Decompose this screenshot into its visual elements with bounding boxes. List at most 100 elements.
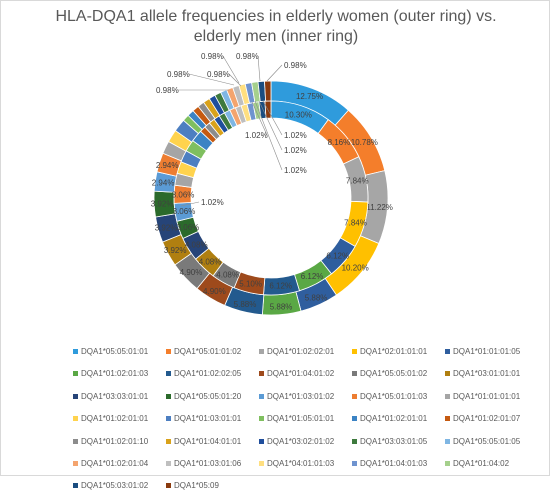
inner-data-label-6: 6.12%: [301, 272, 324, 281]
legend-swatch: [259, 438, 264, 444]
legend-item: DQA1*01:02:02:01: [259, 344, 352, 360]
legend-swatch: [445, 349, 450, 354]
legend-item: DQA1*01:03:01:01: [166, 411, 259, 427]
outer-data-label-7: 5.88%: [234, 300, 257, 309]
legend-item: DQA1*01:01:01:05: [445, 344, 538, 360]
small-slice-label-11: 1.02%: [201, 198, 224, 207]
legend-item: DQA1*01:01:01:01: [445, 389, 538, 405]
legend-swatch: [73, 371, 78, 377]
legend-label: DQA1*05:05:01:02: [360, 369, 428, 379]
legend-label: DQA1*05:01:01:02: [174, 347, 242, 356]
legend-label: DQA1*01:03:01:02: [267, 391, 335, 401]
inner-data-label-12: 3.06%: [177, 223, 200, 232]
outer-data-label-13: 2.94%: [152, 179, 175, 188]
legend-swatch: [166, 483, 171, 489]
leader-line-1: [222, 55, 240, 84]
legend-swatch: [73, 393, 78, 399]
legend-item: DQA1*05:03:01:02: [73, 478, 166, 494]
legend-swatch: [445, 461, 450, 467]
legend-label: DQA1*01:01:01:01: [453, 391, 521, 401]
legend-label: DQA1*03:03:01:05: [360, 436, 428, 446]
outer-data-label-12: 3.92%: [151, 200, 174, 209]
legend-label: DQA1*05:03:01:02: [81, 481, 149, 491]
legend-swatch: [166, 371, 171, 377]
legend-label: DQA1*01:02:01:01: [81, 414, 149, 424]
legend-swatch: [166, 393, 171, 399]
legend-item: DQA1*01:02:01:01: [73, 411, 166, 427]
legend-label: DQA1*03:03:01:01: [81, 391, 149, 401]
small-slice-label-5: 0.98%: [284, 61, 307, 70]
legend-swatch: [352, 393, 357, 399]
legend-swatch: [166, 349, 171, 354]
legend-label: DQA1*01:02:02:01: [267, 347, 335, 356]
leader-line-5: [266, 64, 283, 82]
legend-swatch: [259, 371, 264, 377]
chart-title: HLA-DQA1 allele frequencies in elderly w…: [55, 8, 497, 45]
legend-label: DQA1*04:01:01:03: [267, 459, 335, 469]
legend-label: DQA1*01:03:01:06: [174, 459, 242, 469]
legend-label: DQA1*01:02:02:05: [174, 369, 242, 379]
inner-data-label-10: 4.08%: [199, 257, 222, 266]
legend-label: DQA1*05:09: [174, 481, 219, 491]
inner-data-label-11: 4.08%: [185, 240, 208, 249]
outer-data-label-14: 2.94%: [156, 161, 179, 170]
inner-data-label-1: 10.30%: [285, 110, 312, 119]
legend-item: DQA1*03:03:01:05: [352, 434, 445, 450]
legend-swatch: [445, 416, 450, 422]
legend-label: DQA1*01:02:01:01: [360, 414, 428, 424]
legend-swatch: [445, 371, 450, 377]
outer-data-label-11: 3.92%: [155, 224, 178, 233]
leader-line-9: [254, 100, 283, 171]
legend-label: DQA1*01:05:01:01: [267, 414, 335, 424]
legend-item: DQA1*01:02:01:10: [73, 434, 166, 450]
legend-label: DQA1*01:04:01:03: [360, 459, 428, 469]
legend-item: DQA1*01:02:01:04: [73, 456, 166, 472]
small-slice-label-7: 1.02%: [284, 131, 307, 140]
outer-data-label-10: 3.92%: [164, 246, 187, 255]
legend-label: DQA1*03:02:01:02: [267, 436, 335, 446]
legend-item: DQA1*01:02:02:05: [166, 366, 259, 382]
outer-ring-slice-32: [264, 80, 272, 102]
small-slice-label-9: 1.02%: [284, 166, 307, 175]
legend-swatch: [73, 438, 78, 444]
legend-swatch: [73, 416, 78, 422]
small-slice-label-4: 0.98%: [156, 86, 179, 95]
leader-line-3: [228, 73, 242, 87]
legend-swatch: [166, 438, 171, 444]
leader-line-10: [251, 101, 268, 136]
legend-item: DQA1*01:04:01:03: [352, 456, 445, 472]
legend-label: DQA1*03:01:01:01: [453, 369, 521, 379]
doughnut-chart: 12.75% 10.78% 11.22% 10.20% 5.88% 5.88% 5.88% 4…: [151, 52, 393, 316]
legend-item: DQA1*03:02:01:02: [259, 434, 352, 450]
legend-item: DQA1*02:01:01:01: [352, 344, 445, 360]
inner-data-label-9: 4.08%: [216, 271, 239, 280]
legend-swatch: [352, 371, 357, 377]
leader-line-7: [262, 100, 283, 136]
legend-item: DQA1*01:04:01:01: [166, 434, 259, 450]
outer-data-label-2: 10.78%: [351, 138, 378, 147]
legend-label: DQA1*05:05:01:20: [174, 391, 242, 401]
legend-label: DQA1*05:05:01:05: [453, 436, 521, 446]
legend-swatch: [445, 438, 450, 444]
legend-label: DQA1*01:04:01:01: [174, 436, 242, 446]
legend-item: DQA1*04:01:01:03: [259, 456, 352, 472]
small-slice-label-2: 0.98%: [167, 70, 190, 79]
legend-item: DQA1*01:04:01:02: [259, 366, 352, 382]
legend-item: DQA1*03:03:01:01: [73, 389, 166, 405]
outer-data-label-5: 5.88%: [305, 293, 328, 302]
legend-item: DQA1*01:05:01:01: [259, 411, 352, 427]
leader-line-11: [180, 201, 200, 207]
legend-swatch: [73, 483, 78, 489]
legend-label: DQA1*01:02:01:10: [81, 436, 149, 446]
legend-label: DQA1*05:05:01:01: [81, 347, 149, 356]
legend-item: DQA1*01:02:01:01: [352, 411, 445, 427]
legend-swatch: [259, 461, 264, 467]
legend-swatch: [73, 461, 78, 467]
legend-swatch: [166, 461, 171, 467]
legend-swatch: [352, 349, 357, 354]
outer-data-label-4: 10.20%: [342, 263, 369, 272]
small-slice-label-6: 0.98%: [236, 52, 259, 61]
leader-line-6: [257, 55, 261, 82]
legend-label: DQA1*01:04:02: [453, 459, 510, 469]
legend-label: DQA1*02:01:01:01: [360, 347, 428, 356]
